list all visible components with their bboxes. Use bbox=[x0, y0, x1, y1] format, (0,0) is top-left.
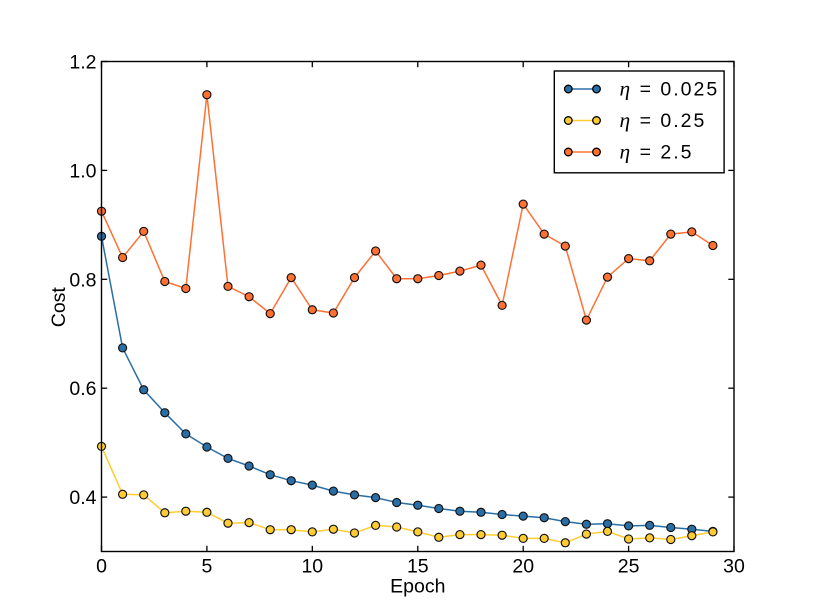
svg-text:η = 0.25: η = 0.25 bbox=[620, 108, 707, 132]
svg-text:0.8: 0.8 bbox=[69, 269, 96, 291]
svg-text:η = 2.5: η = 2.5 bbox=[620, 140, 694, 164]
svg-text:5: 5 bbox=[201, 555, 212, 577]
svg-text:30: 30 bbox=[723, 555, 745, 577]
svg-text:0.6: 0.6 bbox=[69, 378, 96, 400]
svg-text:η = 0.025: η = 0.025 bbox=[620, 77, 720, 101]
svg-text:0: 0 bbox=[96, 555, 107, 577]
svg-text:Epoch: Epoch bbox=[390, 576, 445, 598]
svg-text:1.0: 1.0 bbox=[69, 160, 96, 182]
svg-text:20: 20 bbox=[512, 555, 534, 577]
svg-text:0.4: 0.4 bbox=[69, 487, 96, 509]
svg-text:Cost: Cost bbox=[48, 287, 70, 328]
svg-text:10: 10 bbox=[301, 555, 323, 577]
svg-text:1.2: 1.2 bbox=[69, 52, 96, 74]
svg-text:25: 25 bbox=[618, 555, 640, 577]
svg-text:15: 15 bbox=[407, 555, 429, 577]
